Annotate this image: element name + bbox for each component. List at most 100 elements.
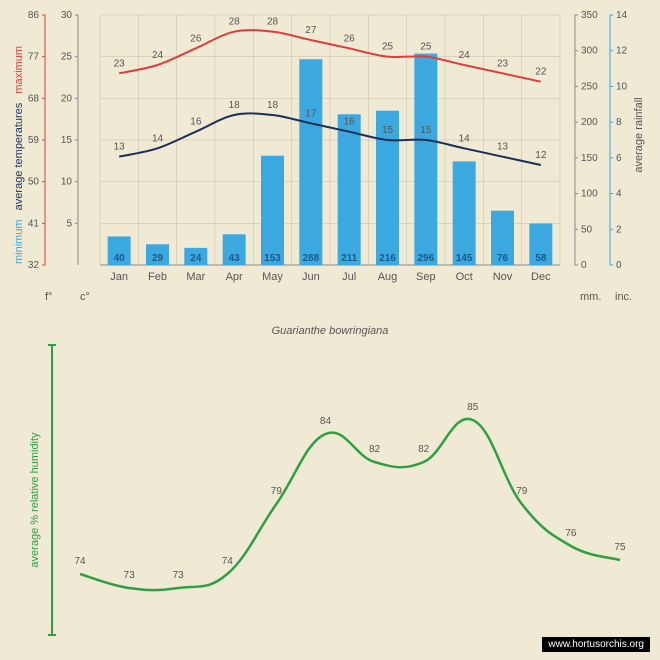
svg-text:145: 145 (456, 253, 473, 264)
rainfall-bar (338, 114, 361, 265)
svg-text:Feb: Feb (148, 271, 167, 283)
svg-text:296: 296 (417, 253, 434, 264)
svg-text:59: 59 (28, 135, 40, 146)
svg-text:150: 150 (581, 153, 598, 164)
humidity-value: 74 (74, 556, 86, 567)
svg-text:Jul: Jul (342, 271, 356, 283)
svg-text:300: 300 (581, 46, 598, 57)
svg-text:25: 25 (382, 42, 394, 53)
svg-text:16: 16 (190, 117, 202, 128)
svg-text:0: 0 (581, 260, 587, 271)
svg-text:26: 26 (190, 33, 202, 44)
svg-text:27: 27 (305, 25, 317, 36)
svg-text:16: 16 (344, 117, 356, 128)
svg-text:288: 288 (302, 253, 319, 264)
unit-c: c° (80, 291, 90, 303)
svg-text:Sep: Sep (416, 271, 436, 283)
svg-text:Jan: Jan (110, 271, 128, 283)
svg-text:Nov: Nov (493, 271, 513, 283)
svg-text:12: 12 (535, 150, 547, 161)
svg-text:14: 14 (616, 10, 628, 21)
humidity-value: 74 (222, 556, 234, 567)
watermark: www.hortusorchis.org (542, 637, 650, 652)
label-maximum: maximum (13, 46, 25, 94)
svg-text:18: 18 (229, 100, 241, 111)
svg-text:58: 58 (535, 253, 547, 264)
svg-text:43: 43 (229, 253, 241, 264)
unit-f: f° (45, 291, 52, 303)
svg-text:250: 250 (581, 81, 598, 92)
svg-text:29: 29 (152, 253, 164, 264)
svg-text:41: 41 (28, 218, 40, 229)
humidity-chart: Guarianthe bowringiana average % relativ… (10, 320, 650, 650)
svg-text:25: 25 (61, 52, 73, 63)
svg-text:32: 32 (28, 260, 40, 271)
svg-text:30: 30 (61, 10, 73, 21)
svg-text:13: 13 (114, 142, 126, 153)
svg-text:0: 0 (616, 260, 622, 271)
rainfall-bar (414, 54, 437, 265)
svg-text:Dec: Dec (531, 271, 551, 283)
label-rainfall: average rainfall (633, 97, 645, 172)
label-minimum: minimum (13, 219, 25, 264)
svg-text:100: 100 (581, 189, 598, 200)
label-avg-temp: average temperatures (13, 102, 25, 210)
svg-text:23: 23 (114, 58, 126, 69)
svg-text:14: 14 (152, 133, 164, 144)
svg-text:24: 24 (152, 50, 164, 61)
svg-text:2: 2 (616, 224, 622, 235)
unit-mm: mm. (580, 291, 601, 303)
svg-text:minimum average temperat: minimum average temperatures maximum (13, 46, 25, 264)
rainfall-bar (299, 59, 322, 265)
humidity-value: 82 (418, 444, 430, 455)
svg-text:40: 40 (114, 253, 126, 264)
rainfall-bar (453, 161, 476, 265)
humidity-value: 79 (516, 486, 528, 497)
humidity-value: 84 (320, 416, 332, 427)
unit-inc: inc. (615, 291, 632, 303)
svg-text:17: 17 (305, 108, 317, 119)
svg-text:76: 76 (497, 253, 509, 264)
svg-text:24: 24 (190, 253, 202, 264)
svg-text:15: 15 (382, 125, 394, 136)
svg-text:50: 50 (581, 224, 593, 235)
humidity-value: 73 (173, 570, 185, 581)
svg-text:50: 50 (28, 177, 40, 188)
svg-text:15: 15 (61, 135, 73, 146)
svg-text:Aug: Aug (378, 271, 398, 283)
svg-text:24: 24 (459, 50, 471, 61)
svg-text:Oct: Oct (456, 271, 473, 283)
humidity-line (80, 419, 620, 590)
svg-text:18: 18 (267, 100, 279, 111)
svg-text:23: 23 (497, 58, 509, 69)
svg-text:216: 216 (379, 253, 396, 264)
svg-text:Apr: Apr (226, 271, 243, 283)
svg-text:86: 86 (28, 10, 40, 21)
climate-chart: minimum average temperatures maximum ave… (10, 5, 650, 305)
chart-title: Guarianthe bowringiana (272, 325, 389, 337)
rainfall-bar (261, 156, 284, 265)
svg-text:20: 20 (61, 93, 73, 104)
svg-text:26: 26 (344, 33, 356, 44)
svg-text:8: 8 (616, 117, 622, 128)
svg-text:12: 12 (616, 46, 628, 57)
svg-text:211: 211 (341, 253, 358, 264)
svg-text:28: 28 (229, 17, 241, 28)
svg-text:10: 10 (61, 177, 73, 188)
humidity-value: 82 (369, 444, 381, 455)
svg-text:4: 4 (616, 189, 622, 200)
svg-text:68: 68 (28, 93, 40, 104)
svg-text:5: 5 (66, 218, 72, 229)
label-humidity: average % relative humidity (29, 432, 41, 568)
humidity-value: 79 (271, 486, 283, 497)
svg-text:14: 14 (459, 133, 471, 144)
svg-text:77: 77 (28, 52, 40, 63)
humidity-value: 76 (565, 528, 577, 539)
humidity-value: 75 (614, 542, 626, 553)
svg-text:Mar: Mar (186, 271, 205, 283)
svg-text:200: 200 (581, 117, 598, 128)
svg-text:May: May (262, 271, 283, 283)
humidity-value: 85 (467, 402, 479, 413)
svg-text:13: 13 (497, 142, 509, 153)
svg-text:10: 10 (616, 81, 628, 92)
